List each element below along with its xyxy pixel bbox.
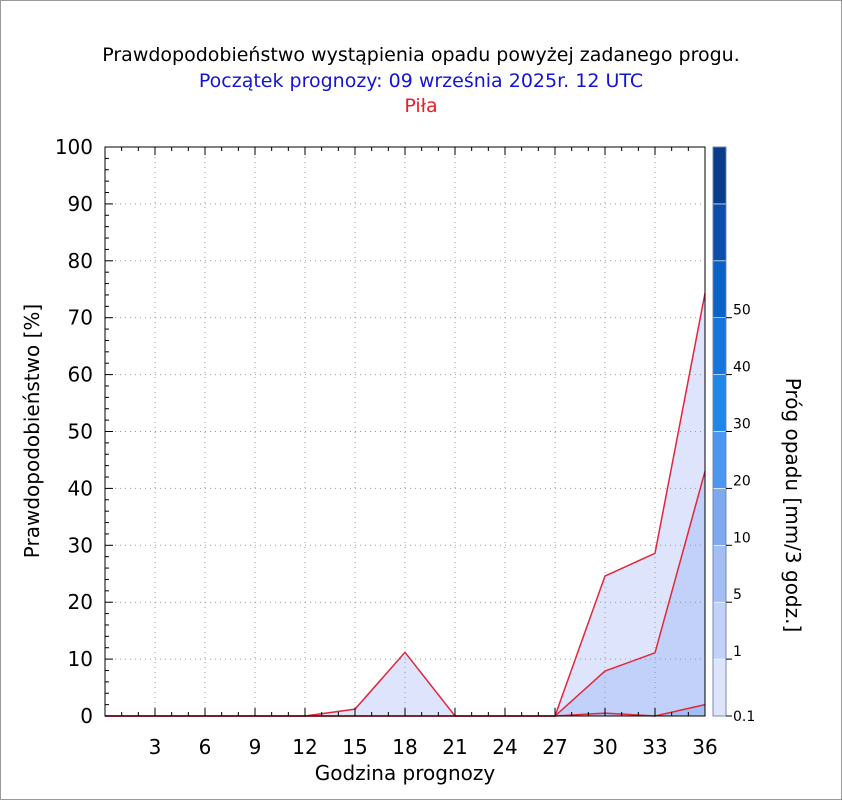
colorbar-segment [712,374,727,432]
colorbar-segment [712,203,727,262]
colorbar-label: Próg opadu [mm/3 godz.] [781,378,805,633]
colorbar-segment [712,601,727,660]
y-tick-label: 100 [55,135,93,159]
y-tick-label: 30 [68,533,93,557]
y-tick-label: 80 [68,249,93,273]
colorbar-tick-label: 0.1 [733,709,755,725]
x-tick-label: 3 [149,735,162,759]
x-tick-label: 21 [442,735,467,759]
area-threshold-1 [105,471,705,716]
y-tick-label: 20 [68,590,93,614]
x-tick-label: 12 [292,735,317,759]
colorbar-segment [712,146,727,205]
colorbar-tick-label: 50 [733,303,751,319]
colorbar-segment [712,544,727,603]
x-tick-label: 9 [249,735,262,759]
y-tick-label: 90 [68,192,93,216]
x-tick-label: 15 [342,735,367,759]
colorbar-segment [712,658,727,717]
colorbar-tick-label: 30 [733,417,751,433]
x-tick-label: 30 [592,735,617,759]
y-tick-label: 40 [68,476,93,500]
y-axis-label: Prawdopodobieństwo [%] [20,304,44,558]
colorbar-segment [712,488,727,546]
y-tick-label: 70 [68,306,93,330]
x-tick-label: 24 [492,735,517,759]
chart-title: Prawdopodobieństwo wystąpienia opadu pow… [102,44,740,66]
colorbar-tick-label: 5 [733,587,742,603]
colorbar-segment [712,317,727,375]
station-name: Piła [404,95,438,117]
x-tick-label: 18 [392,735,417,759]
x-tick-label: 33 [642,735,667,759]
forecast-start-subtitle: Początek prognozy: 09 września 2025r. 12… [198,70,644,92]
colorbar-segment [712,431,727,489]
y-tick-label: 60 [68,363,93,387]
x-tick-label: 27 [542,735,567,759]
y-tick-label: 0 [80,704,93,728]
y-tick-label: 10 [68,647,93,671]
y-tick-label: 50 [68,420,93,444]
colorbar-segment [712,260,727,318]
colorbar-tick-label: 40 [733,360,751,376]
colorbar-tick-label: 10 [733,530,751,546]
colorbar-tick-label: 20 [733,473,751,489]
x-tick-label: 6 [199,735,212,759]
colorbar-tick-label: 1 [733,644,742,660]
x-tick-label: 36 [692,735,717,759]
x-axis-label: Godzina prognozy [315,761,496,785]
